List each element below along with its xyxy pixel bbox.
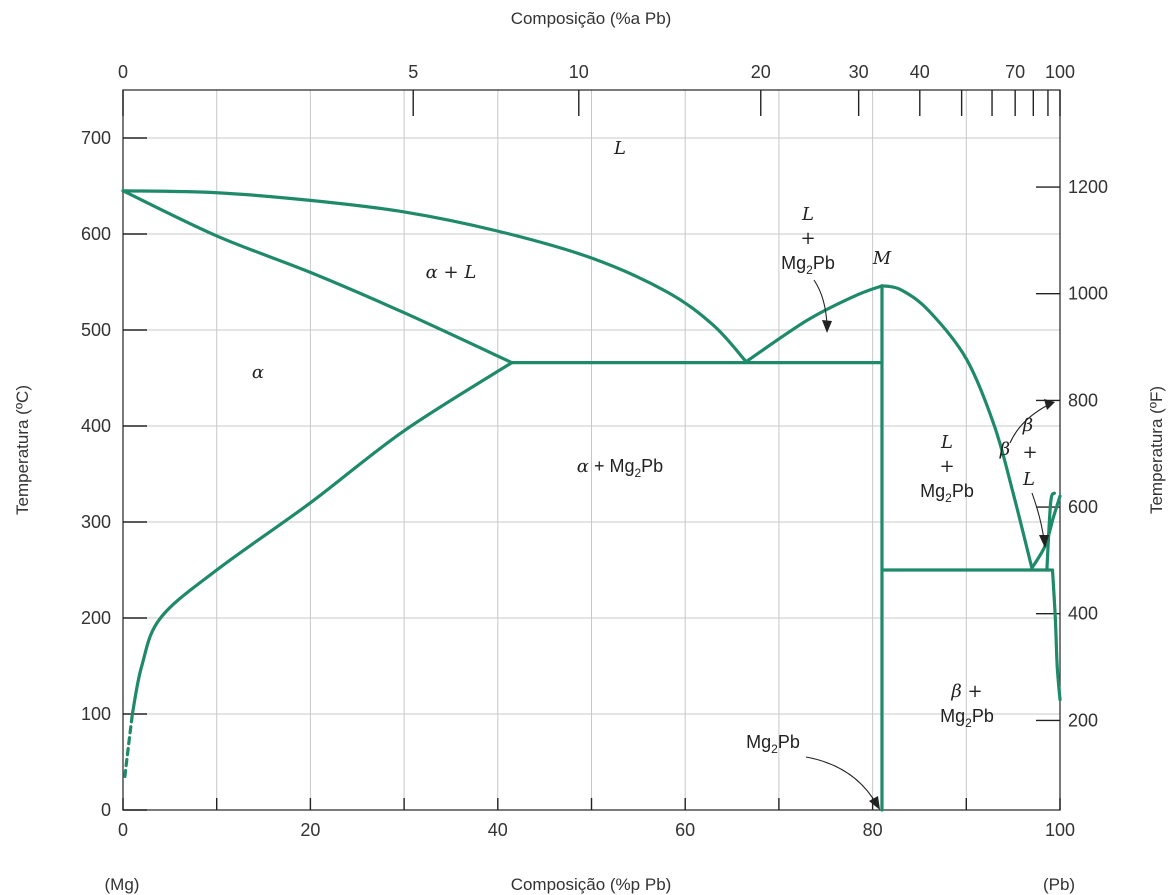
right-end-label: (Pb) [1043, 875, 1075, 894]
beta-mg2pb-line1: β + [950, 681, 982, 702]
pointer-compound [805, 756, 878, 806]
beta-l-line1: β [1022, 415, 1033, 436]
liquid-label: L [613, 138, 626, 159]
x2-axis-title: Composição (%a Pb) [511, 9, 672, 28]
y-tick-label: 0 [101, 800, 111, 820]
pointer-left-l-mg2pb [813, 279, 828, 327]
x2-tick-label: 100 [1045, 62, 1075, 82]
beta-l-line2: + [1022, 442, 1037, 463]
alpha-plus-liquid-label: α + L [426, 262, 477, 283]
alpha-mg2pb-rest: + Mg [589, 456, 635, 476]
x2-tick-label: 10 [569, 62, 589, 82]
y2-tick-label: 400 [1068, 604, 1098, 624]
phase-boundary-8 [880, 284, 1034, 570]
x2-tick-label: 0 [118, 62, 128, 82]
right-l-line2: + [939, 456, 954, 477]
beta-mg2pb-line2: Mg2Pb [940, 706, 994, 730]
left-l-line2: + [800, 228, 815, 249]
phase-boundary-3 [130, 361, 514, 716]
phase-boundary-6 [744, 284, 884, 364]
y-tick-label: 100 [81, 704, 111, 724]
left-l-mg2pb-label: L + Mg2Pb [781, 204, 835, 277]
beta-symbol-2: β [950, 681, 961, 702]
grid-lines [123, 90, 1060, 810]
y2-tick-label: 600 [1068, 497, 1098, 517]
beta-l-line3: L [1022, 469, 1035, 490]
x2-tick-label: 70 [1005, 62, 1025, 82]
alpha-plus-mg2pb-label: α + Mg2Pb [577, 456, 663, 480]
arrowhead-left-l-mg2pb [822, 320, 832, 333]
alpha-label: α [252, 362, 264, 383]
beta-plus-mg2pb-label: β + Mg2Pb [940, 681, 994, 730]
arrowhead-beta [1044, 399, 1055, 410]
phase-boundary-2 [121, 189, 514, 365]
beta-plus-l-label: β + L [1022, 415, 1038, 490]
y2-tick-label: 1200 [1068, 177, 1108, 197]
phase-boundary-1 [121, 189, 748, 364]
alpha-symbol: α [577, 456, 589, 477]
y2-axis-title: Temperatura (ºF) [1147, 386, 1166, 514]
x-axis-title: Composição (%p Pb) [511, 875, 672, 894]
y-tick-label: 500 [81, 320, 111, 340]
x2-tick-label: 5 [408, 62, 418, 82]
pointer-beta-l [1031, 492, 1045, 541]
x-tick-label: 0 [118, 820, 128, 840]
x-tick-label: 80 [863, 820, 883, 840]
max-point-label: M [872, 248, 892, 269]
y-tick-label: 700 [81, 128, 111, 148]
beta-label: β [999, 439, 1010, 460]
y-tick-label: 200 [81, 608, 111, 628]
x2-tick-label: 30 [849, 62, 869, 82]
pointer-beta [1009, 404, 1049, 444]
phase-boundary-4 [123, 712, 134, 778]
left-end-label: (Mg) [105, 875, 140, 894]
x-tick-label: 40 [488, 820, 508, 840]
phase-boundary-11 [1045, 491, 1056, 572]
x2-tick-label: 40 [910, 62, 930, 82]
right-l-line1: L [940, 432, 953, 453]
arrowhead-compound [869, 796, 880, 810]
phase-boundaries [121, 189, 1062, 812]
y2-tick-label: 200 [1068, 710, 1098, 730]
compound-label: Mg2Pb [746, 732, 800, 756]
alpha-mg2pb-sub: 2 [634, 466, 641, 480]
y-tick-label: 400 [81, 416, 111, 436]
x-tick-label: 100 [1045, 820, 1075, 840]
x-tick-label: 60 [675, 820, 695, 840]
left-l-line1: L [801, 204, 814, 225]
y2-tick-label: 1000 [1068, 284, 1108, 304]
y-tick-label: 300 [81, 512, 111, 532]
y-axis-title: Temperatura (ºC) [13, 385, 32, 515]
pointer-arrows [805, 279, 1055, 810]
phase-boundary-12 [1050, 568, 1062, 702]
x-tick-label: 20 [300, 820, 320, 840]
left-l-line3: Mg2Pb [781, 253, 835, 277]
alpha-mg2pb-tail: Pb [641, 456, 663, 476]
y-tick-label: 600 [81, 224, 111, 244]
arrowhead-beta-l [1039, 535, 1049, 548]
axis-ticks [122, 90, 1061, 811]
x2-tick-label: 20 [751, 62, 771, 82]
beta-mg2pb-plus: + [962, 681, 983, 702]
y2-tick-label: 800 [1068, 390, 1098, 410]
